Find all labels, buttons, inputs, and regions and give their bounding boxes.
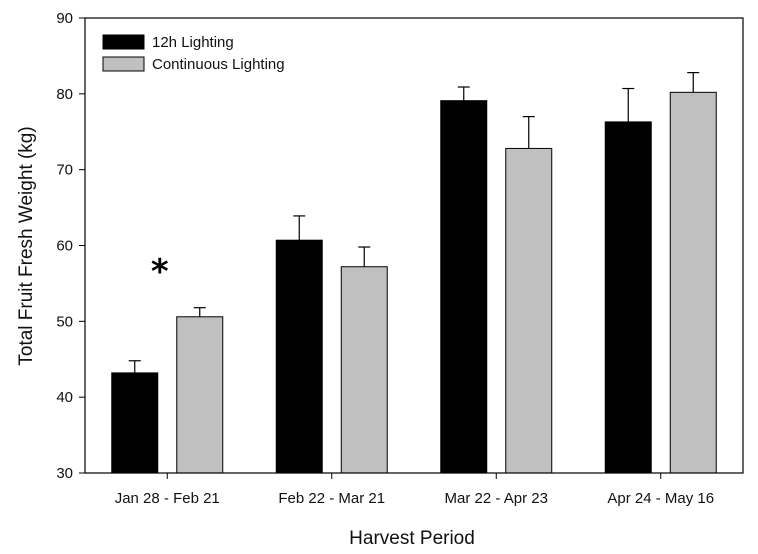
bars-layer xyxy=(111,91,717,474)
bar-12h-0 xyxy=(111,372,159,474)
legend: 12h Lighting Continuous Lighting xyxy=(102,34,285,73)
y-tick-label-4: 70 xyxy=(56,162,73,179)
bar-continuous-0 xyxy=(176,316,224,474)
bar-continuous-2 xyxy=(505,147,553,474)
y-tick-label-6: 90 xyxy=(56,10,73,27)
legend-swatch-1 xyxy=(102,56,145,72)
bar-continuous-3 xyxy=(669,91,717,474)
y-tick-label-1: 40 xyxy=(56,389,73,406)
x-tick-label-3: Apr 24 - May 16 xyxy=(607,490,714,507)
y-tick-label-0: 30 xyxy=(56,465,73,482)
bar-12h-3 xyxy=(604,121,652,474)
x-tick-label-0: Jan 28 - Feb 21 xyxy=(115,490,220,507)
bar-continuous-1 xyxy=(340,266,388,474)
legend-label-0: 12h Lighting xyxy=(152,34,234,51)
x-tick-label-1: Feb 22 - Mar 21 xyxy=(278,490,385,507)
y-tick-label-5: 80 xyxy=(56,86,73,103)
x-tick-label-2: Mar 22 - Apr 23 xyxy=(445,490,548,507)
error-bars-layer xyxy=(128,71,700,373)
significance-asterisk: * xyxy=(151,252,169,292)
y-tick-label-3: 60 xyxy=(56,238,73,255)
annotations-layer: * xyxy=(151,252,169,292)
bar-12h-1 xyxy=(275,239,323,474)
y-tick-label-2: 50 xyxy=(56,313,73,330)
legend-swatch-0 xyxy=(102,34,145,50)
legend-label-1: Continuous Lighting xyxy=(152,56,285,73)
x-axis-title: Harvest Period xyxy=(349,528,475,549)
ticks-layer: Jan 28 - Feb 21 Feb 22 - Mar 21 Mar 22 - A… xyxy=(56,10,714,507)
y-axis-title: Total Fruit Fresh Weight (kg) xyxy=(16,126,37,365)
bar-12h-2 xyxy=(440,100,488,474)
